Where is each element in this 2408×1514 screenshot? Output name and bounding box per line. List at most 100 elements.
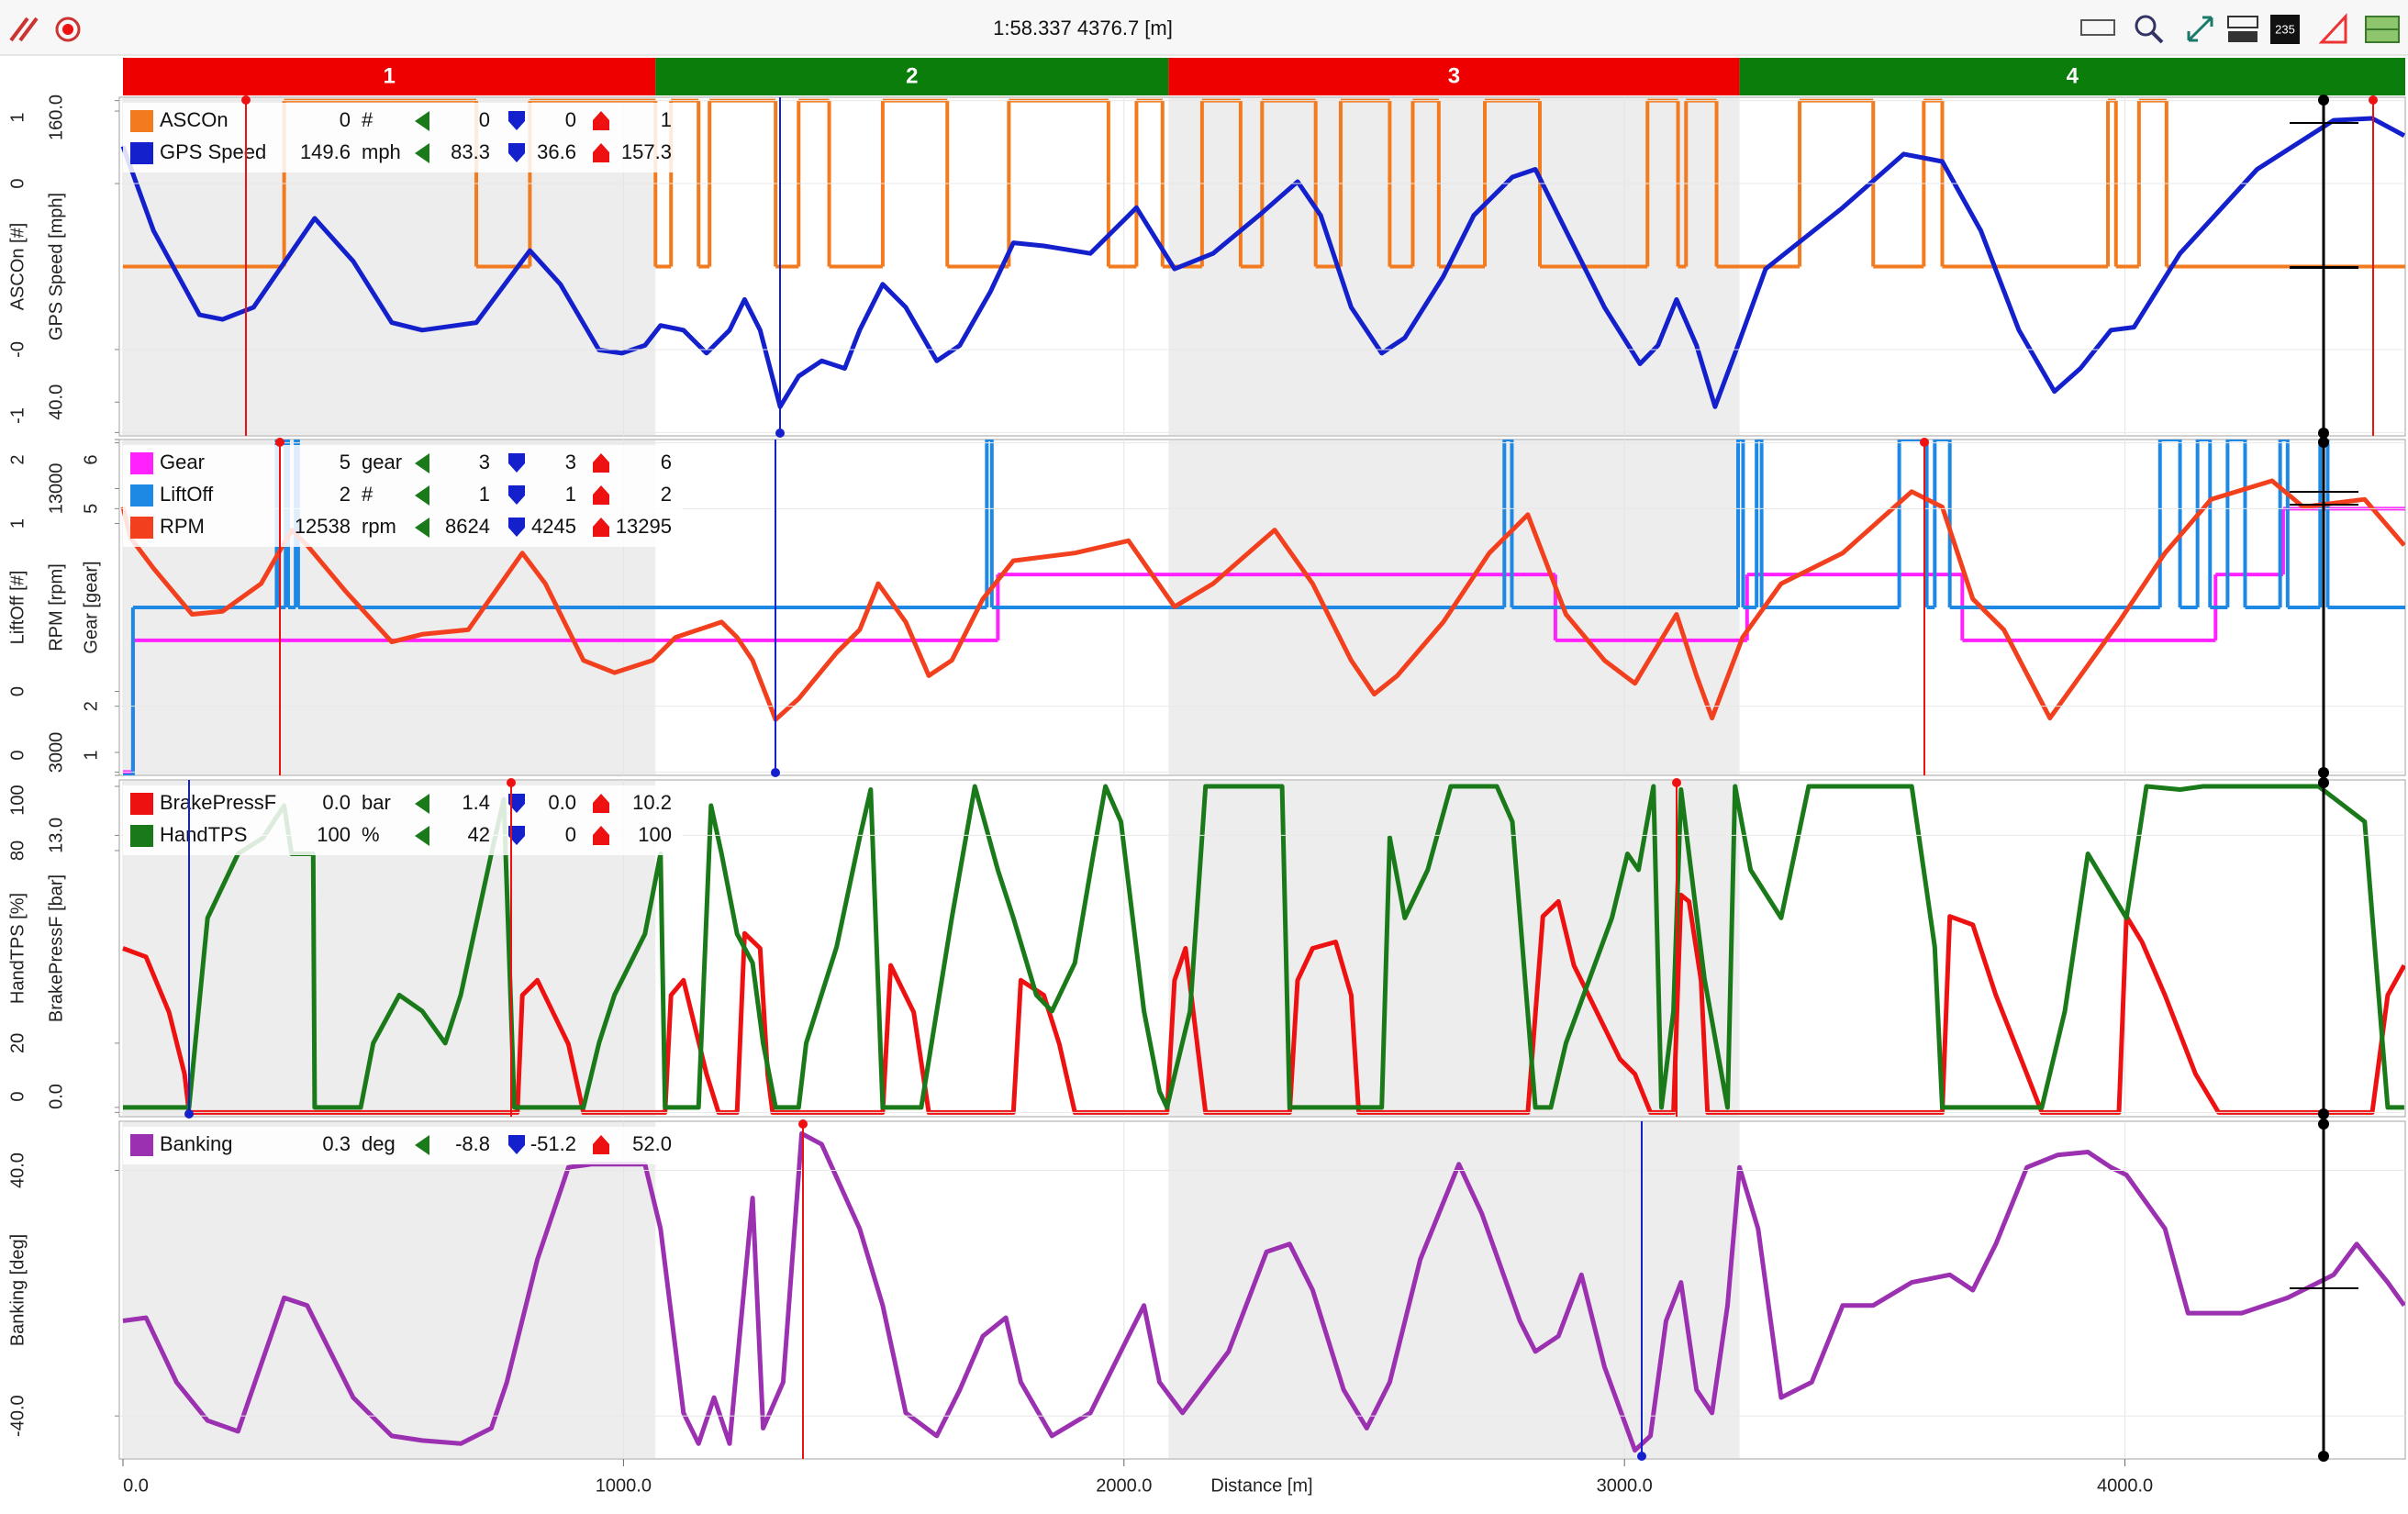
marker-dot (771, 768, 780, 777)
legend-stat: 4245 (531, 515, 576, 538)
y-axis-title: GPS Speed [mph] (46, 193, 66, 340)
trace-line (120, 478, 2405, 722)
legend-stat-icon (593, 453, 609, 473)
legend-stat: 42 (468, 823, 490, 846)
legend-stat: 83.3 (451, 140, 490, 163)
legend-stat-icon (415, 826, 429, 846)
legend-bg (123, 103, 683, 173)
legend-swatch (130, 484, 153, 507)
sector-label: 2 (906, 63, 918, 88)
sector-label: 4 (2067, 63, 2079, 88)
legend-unit: gear (362, 451, 402, 473)
legend-name: LiftOff (160, 483, 214, 506)
legend-value: 2 (340, 483, 351, 506)
legend-stat: 52.0 (632, 1132, 672, 1155)
legend-stat-icon (415, 518, 429, 538)
x-tick-label: 1000.0 (596, 1475, 652, 1496)
legend-swatch (130, 1134, 153, 1156)
legend-stat: 0 (565, 823, 576, 846)
y-tick-label: 1 (7, 518, 28, 529)
legend-swatch (130, 517, 153, 539)
legend-unit: % (362, 823, 380, 846)
legend-stat: 3 (565, 451, 576, 473)
y-tick-label: 5 (81, 504, 101, 514)
marker-dot (798, 1119, 808, 1129)
legend-stat: 1 (479, 483, 490, 506)
legend-unit: mph (362, 140, 401, 163)
y-tick-label: 0 (7, 1091, 28, 1101)
y-tick-label: 3000 (46, 732, 66, 774)
legend-value: 100 (317, 823, 351, 846)
y-axis-title: Banking [deg] (7, 1234, 28, 1346)
record-button[interactable] (55, 17, 81, 42)
marker-dot (1920, 438, 1929, 447)
legend-name: Gear (160, 451, 205, 473)
x-axis-title: Distance [m] (1210, 1475, 1312, 1496)
y-tick-label: 20 (7, 1033, 28, 1053)
y-tick-label: 0 (7, 178, 28, 188)
legend-value: 0.0 (322, 791, 351, 814)
marker-dot (2369, 95, 2378, 105)
legend-stat-icon (508, 485, 525, 505)
marker-dot (241, 95, 251, 105)
legend-unit: # (362, 108, 373, 131)
legend-value: 12538 (295, 515, 351, 538)
legend-stat: 157.3 (621, 140, 672, 163)
legend-swatch (130, 110, 153, 132)
legend-swatch (130, 142, 153, 164)
legend-swatch (130, 452, 153, 474)
y-axis-title: HandTPS [%] (7, 893, 28, 1004)
legend-bg (123, 1127, 683, 1164)
y-tick-label: -0 (7, 341, 28, 358)
y-axis-title: BrakePressF [bar] (46, 874, 66, 1022)
legend-name: HandTPS (160, 823, 247, 846)
legend-stat: -8.8 (455, 1132, 490, 1155)
y-tick-label: 0 (7, 686, 28, 696)
y-tick-label: 13.0 (46, 818, 66, 853)
x-tick-label: 2000.0 (1096, 1475, 1152, 1496)
legend-stat: 10.2 (632, 791, 672, 814)
cursor-dot (2318, 1108, 2329, 1119)
marker-dot (1672, 778, 1681, 787)
legend-name: ASCOn (160, 108, 229, 131)
legend-stat-icon (508, 518, 525, 537)
legend-stat-icon (508, 143, 525, 162)
y-tick-label: 2 (7, 454, 28, 464)
legend-swatch (130, 825, 153, 847)
legend-stat-icon (508, 1135, 525, 1154)
toolbar-icons[interactable]: 235 (2080, 13, 2400, 44)
y-tick-label: 40.0 (7, 1152, 28, 1188)
cursor-dot (2318, 777, 2329, 788)
legend-stat-icon (415, 453, 429, 473)
legend-stat-icon (593, 826, 609, 845)
cursor-dot (2318, 767, 2329, 778)
legend-unit: deg (362, 1132, 396, 1155)
legend-stat: 100 (638, 823, 672, 846)
sector-bar (123, 58, 656, 95)
marker-dot (275, 438, 284, 447)
y-tick-label: 1 (81, 750, 101, 760)
y-axis-title: ASCOn [#] (7, 223, 28, 311)
marker-dot (775, 429, 785, 438)
legend-stat-icon (415, 111, 429, 131)
cursor-dot (2318, 437, 2329, 448)
marker-dot (507, 778, 516, 787)
y-axis-title: Gear [gear] (81, 561, 101, 653)
y-tick-label: 100 (7, 785, 28, 815)
sector-bar (1739, 58, 2405, 95)
toolbar (0, 0, 2408, 55)
legend: ASCOn 0 #0 0 1 GPS Speed 149.6 mph 83.3 36.6 157.3 (123, 103, 683, 173)
legend-stat-icon (593, 143, 609, 162)
y-axis-title: RPM [rpm] (46, 563, 66, 651)
legend-stat-icon (593, 518, 609, 537)
tool-icon[interactable] (9, 17, 39, 42)
x-tick-label: 4000.0 (2097, 1475, 2153, 1496)
y-tick-label: 40.0 (46, 384, 66, 420)
legend-stat-icon (593, 485, 609, 505)
sector-label: 1 (383, 63, 395, 88)
legend-stat: 0.0 (548, 791, 576, 814)
legend-unit: rpm (362, 515, 396, 538)
legend-stat: 2 (661, 483, 672, 506)
legend-stat-icon (508, 453, 525, 473)
